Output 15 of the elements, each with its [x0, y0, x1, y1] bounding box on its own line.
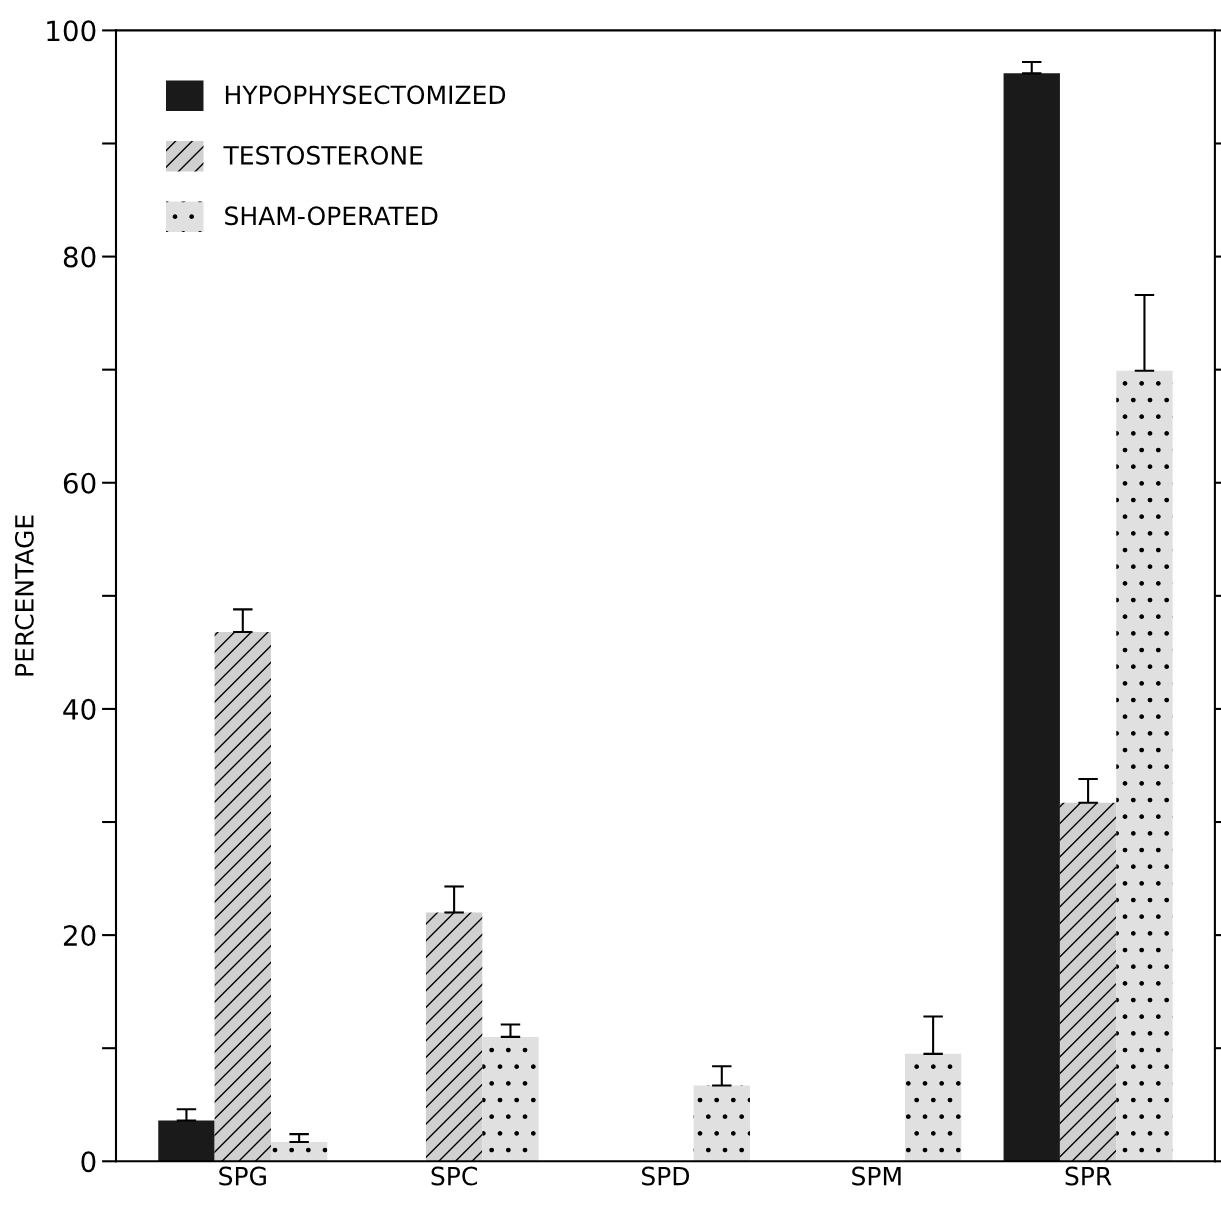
- y-tick-label: 20: [63, 925, 96, 947]
- y-axis-title: PERCENTAGE: [14, 515, 34, 676]
- y-tick-label: 60: [63, 472, 96, 494]
- y-tick-label: 40: [63, 698, 96, 720]
- x-tick-label: SPG: [219, 1166, 266, 1186]
- legend-label: TESTOSTERONE: [223, 145, 423, 165]
- y-tick-label: 100: [47, 20, 96, 42]
- x-tick-label: SPM: [852, 1166, 901, 1186]
- legend-label: HYPOPHYSECTOMIZED: [225, 85, 506, 105]
- y-tick-label: 80: [63, 246, 96, 268]
- x-tick-label: SPD: [642, 1166, 690, 1186]
- x-tick-label: SPC: [431, 1166, 477, 1186]
- legend-label: SHAM-OPERATED: [225, 206, 438, 226]
- y-tick-label: 0: [81, 1151, 96, 1173]
- x-tick-label: SPR: [1065, 1166, 1112, 1186]
